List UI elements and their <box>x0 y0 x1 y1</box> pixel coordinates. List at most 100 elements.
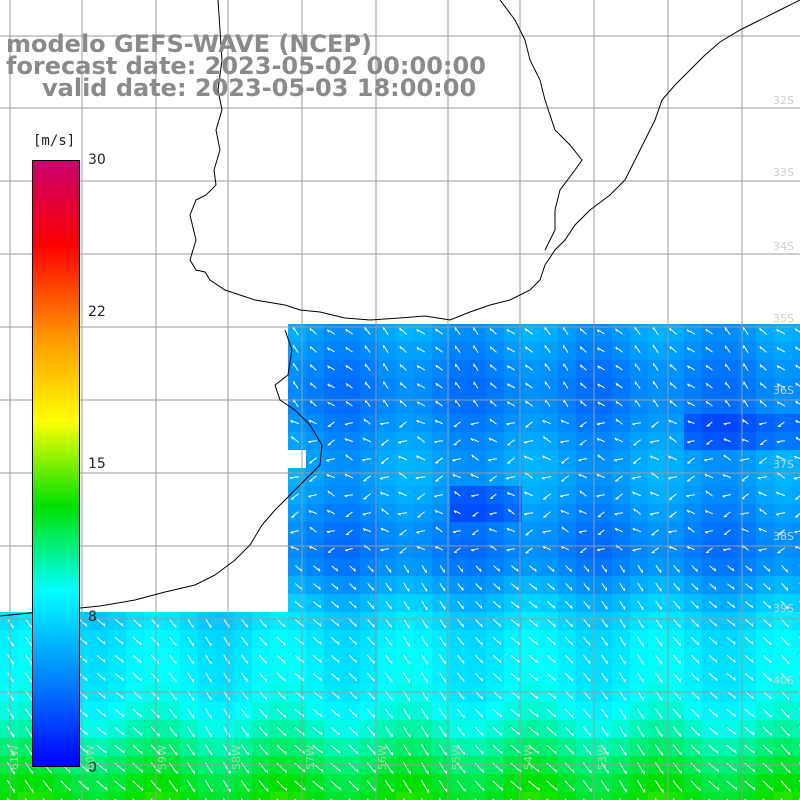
wind-vector <box>794 530 800 533</box>
wind-vector <box>456 780 466 792</box>
wind-vector <box>457 708 465 719</box>
wind-vector <box>24 726 33 738</box>
wind-vector-head <box>416 455 419 459</box>
wind-vector-head <box>787 678 790 682</box>
wind-vector-head <box>733 641 736 645</box>
wind-vector-head <box>399 382 402 386</box>
wind-vector <box>78 762 89 773</box>
wind-vector-head <box>121 677 124 681</box>
wind-vector <box>416 493 426 500</box>
wind-speed-cell <box>612 792 630 800</box>
wind-vector-head <box>679 660 681 664</box>
wind-vector-head <box>795 436 798 441</box>
wind-vector-head <box>345 454 348 458</box>
wind-vector <box>309 327 317 335</box>
wind-speed-cell <box>792 702 800 720</box>
wind-vector-head <box>470 438 474 442</box>
wind-vector <box>367 565 374 573</box>
wind-vector <box>488 458 498 461</box>
wind-vector-head <box>680 788 683 792</box>
wind-vector <box>24 779 34 793</box>
wind-vector <box>776 455 786 461</box>
wind-vector <box>632 422 642 425</box>
wind-vector <box>776 346 786 353</box>
wind-vector-head <box>103 623 106 627</box>
wind-vector <box>510 672 520 682</box>
wind-vector-head <box>500 750 503 754</box>
wind-vector <box>781 600 789 610</box>
wind-vector <box>528 636 538 646</box>
wind-vector-head <box>570 605 573 609</box>
wind-vector <box>489 346 497 353</box>
wind-vector <box>757 476 768 479</box>
wind-vector <box>132 618 142 628</box>
wind-vector <box>330 708 340 718</box>
wind-vector <box>493 601 501 609</box>
wind-vector <box>726 619 736 627</box>
wind-vector <box>726 780 738 791</box>
wind-vector-head <box>669 327 672 332</box>
lat-label-40s: 40S <box>773 674 794 687</box>
wind-vector <box>795 364 800 369</box>
wind-vector <box>560 509 570 515</box>
wind-vector-head <box>336 586 339 590</box>
wind-vector-head <box>489 364 492 368</box>
wind-vector-head <box>488 528 492 532</box>
wind-vector-head <box>614 513 618 516</box>
wind-vector <box>687 457 695 464</box>
wind-vector <box>293 362 299 371</box>
wind-vector <box>601 744 609 756</box>
wind-speed-cell <box>90 792 108 800</box>
wind-vector-head <box>679 733 682 737</box>
lon-label-61w: 61W <box>8 745 21 770</box>
lat-label-33s: 33S <box>773 166 794 179</box>
wind-vector-head <box>742 419 745 423</box>
wind-vector-head <box>668 531 672 534</box>
wind-vector <box>564 708 574 718</box>
wind-vector-head <box>373 642 375 646</box>
wind-vector <box>655 654 663 665</box>
wind-vector-head <box>698 732 700 736</box>
wind-vector <box>453 547 461 553</box>
wind-vector <box>78 744 89 754</box>
wind-vector <box>708 762 719 773</box>
wind-vector <box>452 458 462 461</box>
wind-vector-head <box>751 641 754 645</box>
wind-vector-head <box>555 769 558 773</box>
wind-vector <box>384 762 394 775</box>
wind-speed-cell <box>792 792 800 800</box>
wind-vector <box>780 636 790 646</box>
wind-vector-head <box>434 545 438 549</box>
wind-vector-head <box>380 549 384 552</box>
wind-vector-head <box>523 513 528 516</box>
wind-vector <box>762 780 774 792</box>
wind-vector-head <box>157 714 160 719</box>
wind-vector-head <box>453 510 457 514</box>
wind-vector-head <box>732 586 735 590</box>
wind-vector-head <box>776 383 780 387</box>
wind-vector <box>762 762 773 773</box>
wind-vector <box>597 383 605 389</box>
wind-vector <box>561 545 569 551</box>
wind-speed-cell <box>558 792 576 800</box>
wind-vector <box>25 618 33 629</box>
wind-vector <box>528 708 539 718</box>
wind-speed-cell <box>792 738 800 756</box>
wind-vector <box>308 419 317 425</box>
wind-vector-head <box>507 508 511 513</box>
wind-vector-head <box>356 769 359 773</box>
wind-vector <box>543 511 551 518</box>
wind-speed-cell <box>270 792 288 800</box>
wind-vector <box>725 381 731 389</box>
wind-vector <box>348 744 359 755</box>
wind-vector <box>362 458 372 461</box>
wind-vector <box>708 637 718 645</box>
wind-vector <box>348 636 357 646</box>
wind-speed-cell <box>792 522 800 540</box>
wind-vector <box>686 347 695 353</box>
wind-vector <box>687 383 695 389</box>
wind-vector <box>308 509 318 515</box>
wind-vector <box>475 565 482 572</box>
wind-vector-head <box>326 531 330 534</box>
